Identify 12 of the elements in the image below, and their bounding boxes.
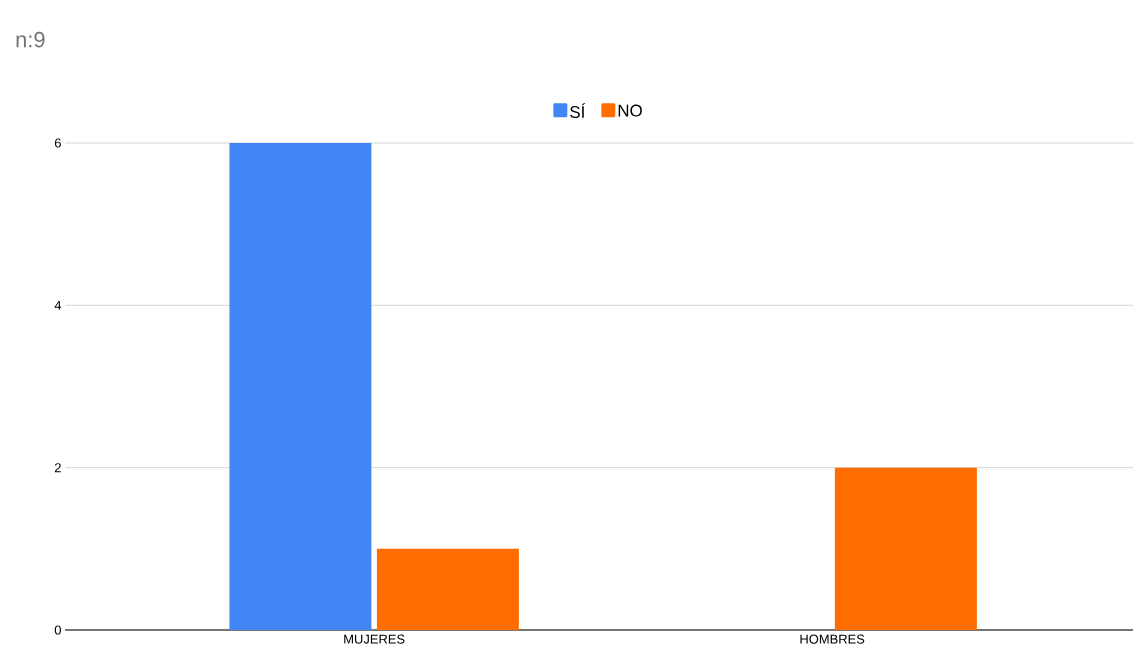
y-tick-label: 6 [54, 138, 61, 148]
bar [834, 467, 977, 630]
y-tick-label: 4 [54, 300, 62, 310]
legend-label: NO [618, 104, 642, 117]
y-tick-label: 0 [54, 625, 61, 635]
x-tick-label: MUJERES [344, 634, 405, 644]
bar [229, 143, 372, 630]
x-tick-label: HOMBRES [800, 634, 865, 644]
legend-label: SÍ [570, 103, 586, 119]
y-tick-label: 2 [54, 463, 61, 473]
chart-title: n:9 [16, 31, 45, 48]
bar [376, 548, 519, 630]
